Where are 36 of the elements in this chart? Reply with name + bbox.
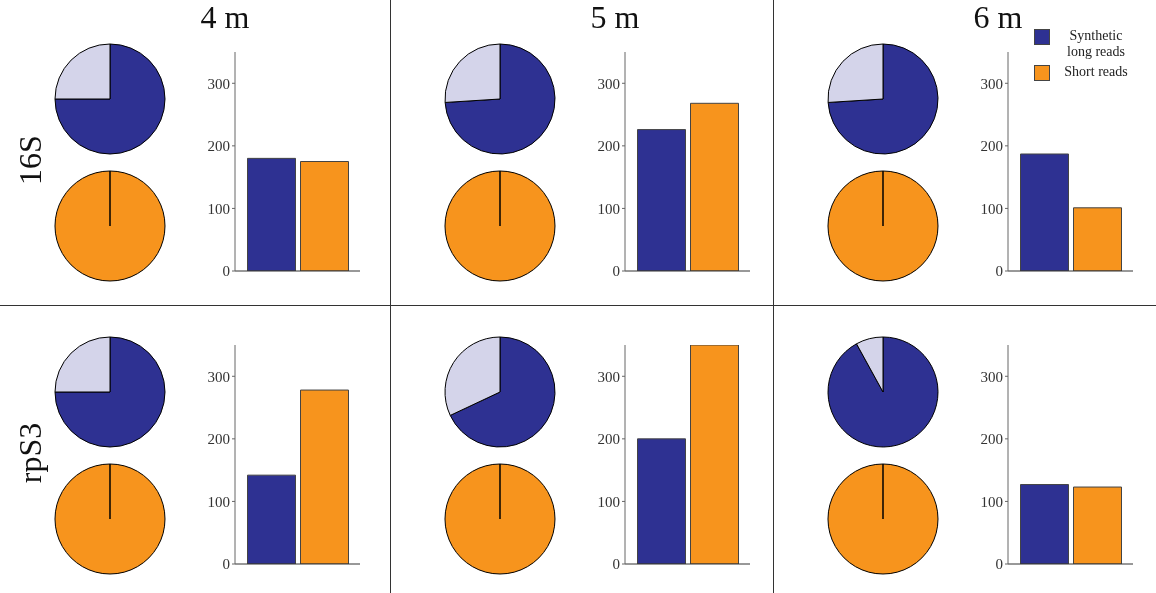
pie-slice xyxy=(827,336,939,448)
y-tick-label: 100 xyxy=(597,200,620,217)
chart-title: 5 m xyxy=(589,0,641,36)
legend-label: Synthetic long reads xyxy=(1066,28,1126,60)
y-tick-label: 0 xyxy=(222,556,230,573)
y-tick-label: 0 xyxy=(222,263,230,280)
y-tick-label: 200 xyxy=(980,431,1003,448)
y-tick-label: 0 xyxy=(995,263,1003,280)
pie-slice xyxy=(54,336,166,448)
y-tick-label: 200 xyxy=(207,431,230,448)
y-tick-label: 300 xyxy=(980,75,1003,92)
y-tick-label: 300 xyxy=(980,368,1003,385)
y-tick-label: 300 xyxy=(207,75,230,92)
y-tick-label: 200 xyxy=(207,138,230,155)
text: 16S xyxy=(12,134,48,187)
y-tick-label: 100 xyxy=(207,200,230,217)
pie-slice xyxy=(444,43,556,155)
y-tick-label: 0 xyxy=(995,556,1003,573)
pie-slice xyxy=(54,43,166,155)
chart-title: 6 m xyxy=(972,0,1024,36)
y-tick-label: 200 xyxy=(597,431,620,448)
y-tick-label: 300 xyxy=(597,75,620,92)
y-tick-label: 100 xyxy=(597,493,620,510)
y-tick-label: 300 xyxy=(597,368,620,385)
y-tick-label: 200 xyxy=(597,138,620,155)
y-tick-label: 100 xyxy=(980,493,1003,510)
y-tick-label: 300 xyxy=(207,368,230,385)
y-tick-label: 100 xyxy=(980,200,1003,217)
y-tick-label: 200 xyxy=(980,138,1003,155)
y-tick-label: 100 xyxy=(207,493,230,510)
pie-slice xyxy=(827,43,939,155)
legend-label: Short reads xyxy=(1063,64,1129,80)
y-tick-label: 0 xyxy=(612,556,620,573)
chart-title: 4 m xyxy=(199,0,251,36)
y-tick-label: 0 xyxy=(612,263,620,280)
text: rpS3 xyxy=(12,421,48,486)
